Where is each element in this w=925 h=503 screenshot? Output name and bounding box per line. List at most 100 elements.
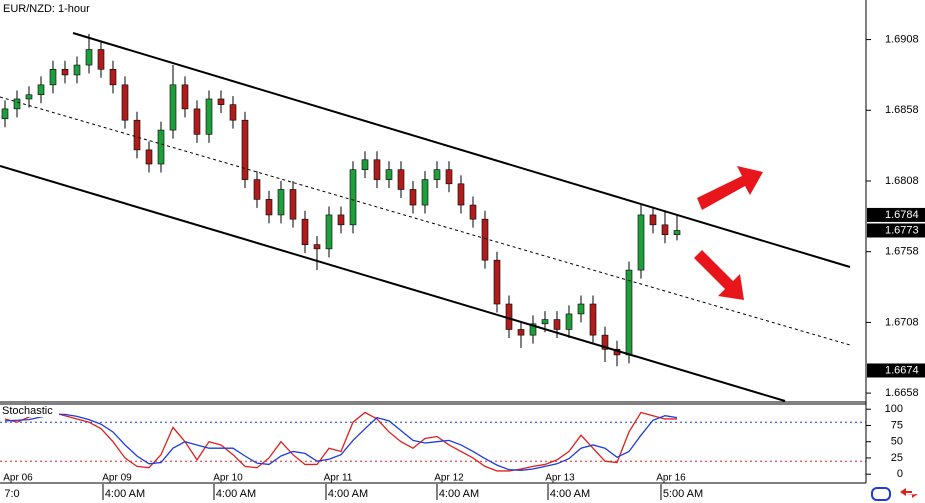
channel-lower bbox=[0, 165, 786, 402]
candle-body bbox=[73, 64, 81, 76]
candle-body bbox=[445, 169, 453, 185]
candle-body bbox=[373, 159, 381, 180]
candle-body bbox=[157, 129, 165, 165]
candle-body bbox=[661, 224, 669, 236]
candle-body bbox=[397, 169, 405, 190]
candle-body bbox=[61, 68, 69, 76]
candle-body bbox=[193, 108, 201, 135]
candle-body bbox=[625, 269, 633, 356]
candle-body bbox=[553, 319, 561, 330]
candle-body bbox=[133, 119, 141, 151]
candle-body bbox=[49, 68, 57, 86]
x-date-label: Apr 12 bbox=[434, 473, 464, 484]
candle-body bbox=[145, 149, 153, 165]
candle-body bbox=[109, 68, 117, 86]
price-label: 1.6784 bbox=[885, 209, 919, 221]
candle-body bbox=[181, 84, 189, 110]
candle-body bbox=[37, 84, 45, 96]
x-time-label: 4:00 AM bbox=[328, 488, 368, 500]
candle-body bbox=[361, 159, 369, 170]
candle-body bbox=[517, 329, 525, 336]
candle-body bbox=[589, 303, 597, 336]
candle-body bbox=[541, 319, 549, 325]
candle-body bbox=[313, 244, 321, 250]
arrow-up bbox=[697, 166, 763, 210]
candle-body bbox=[673, 230, 681, 236]
x-date-label: Apr 11 bbox=[324, 473, 353, 484]
x-date-label: Apr 06 bbox=[3, 473, 33, 484]
candle-body bbox=[457, 183, 465, 206]
candle-body bbox=[637, 214, 645, 271]
price-label-box bbox=[867, 207, 925, 222]
y-tick-label: 100 bbox=[885, 403, 903, 415]
x-time-label: 4:00 AM bbox=[550, 488, 590, 500]
arrow-down bbox=[694, 250, 744, 300]
candle-body bbox=[241, 119, 249, 180]
x-date-label: Apr 09 bbox=[102, 473, 132, 484]
price-label: 1.6773 bbox=[885, 224, 919, 236]
price-label: 1.6674 bbox=[885, 364, 919, 376]
stoch-title-box bbox=[1, 404, 59, 417]
x-time-label: 4:00 AM bbox=[439, 488, 479, 500]
title-box bbox=[1, 1, 123, 17]
candle-body bbox=[205, 98, 213, 135]
y-tick-label: 1.6658 bbox=[885, 387, 919, 399]
candle-body bbox=[577, 303, 585, 315]
candle-body bbox=[421, 179, 429, 206]
x-date-label: Apr 13 bbox=[545, 473, 575, 484]
candle-body bbox=[277, 189, 285, 216]
y-tick-label: 1.6808 bbox=[885, 175, 919, 187]
x-date-label: Apr 10 bbox=[213, 473, 243, 484]
candle-body bbox=[433, 169, 441, 180]
candle-body bbox=[1, 108, 9, 120]
candle-body bbox=[265, 199, 273, 216]
candle-body bbox=[529, 323, 537, 336]
candle-body bbox=[385, 169, 393, 180]
y-tick-label: 0 bbox=[897, 468, 903, 480]
candle-body bbox=[601, 334, 609, 350]
candle-body bbox=[97, 49, 105, 70]
stoch-line bbox=[4, 413, 678, 471]
x-date-label: Apr 16 bbox=[656, 473, 686, 484]
y-tick-label: 50 bbox=[891, 436, 903, 448]
channel-upper bbox=[72, 32, 851, 268]
x-time-label: 7:0 bbox=[4, 488, 19, 500]
y-tick-label: 1.6858 bbox=[885, 104, 919, 116]
x-time-label: 5:00 AM bbox=[663, 488, 703, 500]
candle-body bbox=[409, 189, 417, 206]
candle-body bbox=[565, 313, 573, 330]
candle-body bbox=[349, 169, 357, 226]
candle-body bbox=[121, 84, 129, 121]
candle-body bbox=[481, 218, 489, 261]
price-label-box bbox=[867, 223, 925, 238]
candle-body bbox=[289, 189, 297, 220]
candle-body bbox=[85, 49, 93, 66]
stoch-title: Stochastic bbox=[2, 405, 53, 417]
candle-body bbox=[13, 98, 21, 110]
y-tick-label: 1.6758 bbox=[885, 246, 919, 258]
stochastic-panel bbox=[0, 411, 866, 472]
y-tick-label: 75 bbox=[891, 419, 903, 431]
chart-title: EUR/NZD: 1-hour bbox=[3, 3, 90, 15]
y-tick-label: 1.6708 bbox=[885, 316, 919, 328]
stoch-line bbox=[4, 411, 677, 472]
y-tick-label: 1.6908 bbox=[885, 33, 919, 45]
x-time-label: 4:00 AM bbox=[105, 488, 145, 500]
candle-body bbox=[169, 84, 177, 131]
x-time-label: 4:00 AM bbox=[216, 488, 256, 500]
link-icon[interactable] bbox=[871, 487, 891, 501]
candle-body bbox=[217, 98, 225, 105]
candle-body bbox=[337, 214, 345, 226]
scroll-icon[interactable] bbox=[900, 488, 918, 498]
candle-body bbox=[469, 204, 477, 220]
candle-body bbox=[229, 104, 237, 121]
candle-body bbox=[301, 218, 309, 245]
candle-body bbox=[325, 214, 333, 250]
y-tick-label: 25 bbox=[891, 452, 903, 464]
toolbar-icons[interactable] bbox=[871, 487, 918, 501]
price-label-box bbox=[867, 363, 925, 378]
candle-body bbox=[25, 94, 33, 100]
candle-body bbox=[493, 259, 501, 305]
